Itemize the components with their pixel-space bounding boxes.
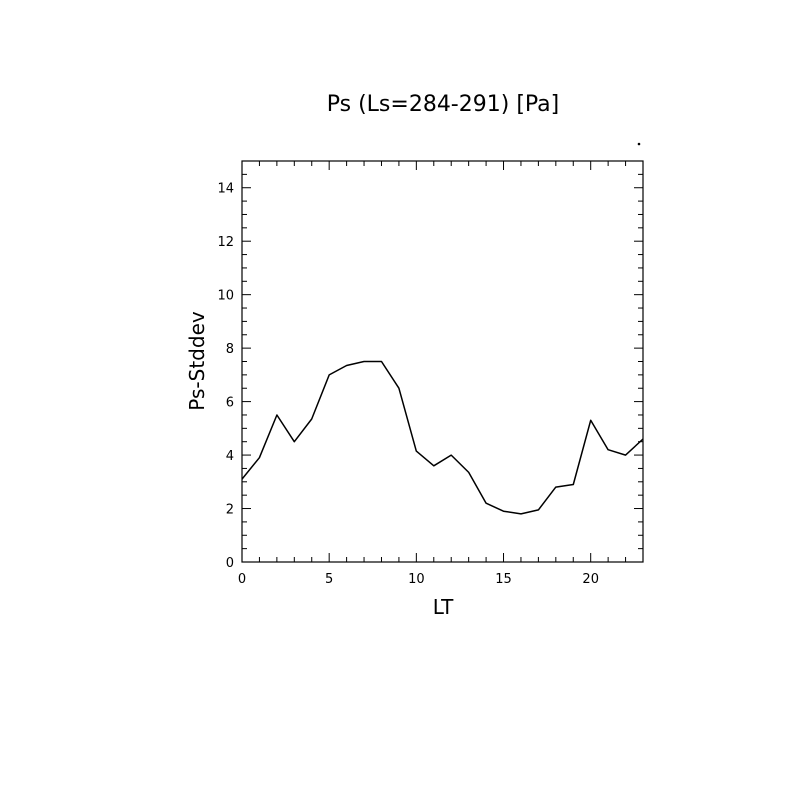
y-tick-label: 6 [226,396,234,411]
x-tick-label: 0 [238,572,246,587]
y-tick-label: 4 [226,449,234,464]
x-axis-ticks: 0 5 10 15 20 [238,161,644,587]
series-layer [241,360,644,515]
y-tick-label: 0 [226,556,234,571]
y-tick-label: 2 [226,503,234,518]
y-tick-label: 14 [217,182,234,197]
y-tick-label: 10 [217,289,234,304]
series-line [241,360,644,515]
y-tick-label: 8 [226,342,234,357]
x-tick-label: 15 [495,572,512,587]
x-tick-label: 10 [408,572,425,587]
y-axis-ticks: 0 2 4 6 8 10 12 14 [217,160,643,571]
x-tick-label: 5 [325,572,333,587]
x-axis-label: LT [433,595,454,619]
x-tick-label: 20 [582,572,599,587]
plot-frame [241,160,644,563]
corner-dot [637,142,641,146]
chart-title: Ps (Ls=284-291) [Pa] [327,92,560,117]
y-axis-label: Ps-Stddev [185,311,209,411]
y-tick-label: 12 [217,235,234,250]
